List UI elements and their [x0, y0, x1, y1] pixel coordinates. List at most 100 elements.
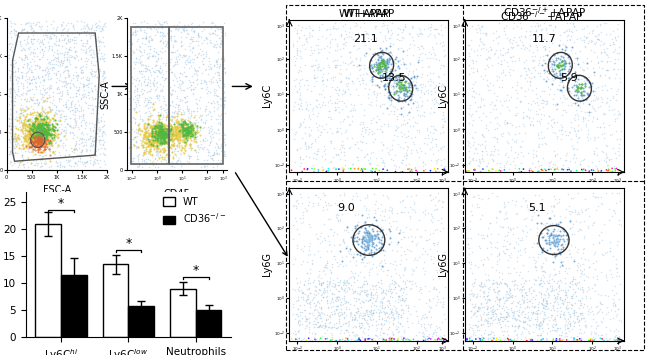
Point: [433, 73, 443, 78]
Point: [520, 311, 530, 317]
Point: [294, 34, 305, 40]
Point: [560, 287, 571, 293]
Point: [601, 158, 611, 164]
Point: [168, 126, 179, 131]
Point: [126, 32, 136, 37]
Point: [43, 126, 53, 132]
Point: [292, 146, 303, 152]
Point: [42, 135, 53, 140]
Point: [30, 138, 40, 144]
Point: [356, 243, 366, 248]
Point: [333, 304, 343, 309]
Point: [29, 91, 39, 97]
Point: [301, 106, 311, 112]
Point: [76, 96, 86, 102]
Point: [508, 313, 518, 318]
Point: [314, 312, 324, 318]
Bar: [129, 306, 154, 337]
Point: [154, 116, 164, 122]
Point: [201, 34, 211, 40]
Point: [348, 338, 359, 343]
Point: [603, 166, 614, 172]
Point: [148, 138, 158, 143]
Point: [398, 289, 408, 295]
Point: [300, 318, 311, 324]
Point: [156, 138, 166, 144]
Point: [552, 305, 562, 311]
Point: [36, 116, 46, 121]
Point: [78, 74, 88, 80]
Point: [304, 301, 315, 307]
Point: [487, 334, 497, 339]
Point: [83, 137, 93, 142]
Point: [28, 157, 38, 163]
Point: [157, 129, 167, 134]
Point: [463, 168, 474, 174]
Point: [331, 298, 341, 304]
Point: [296, 68, 306, 74]
Point: [326, 299, 336, 304]
Point: [299, 116, 309, 122]
Point: [583, 137, 593, 143]
Point: [47, 136, 58, 142]
Point: [313, 64, 324, 70]
Point: [295, 120, 306, 125]
Point: [30, 139, 40, 145]
Point: [493, 147, 504, 153]
Point: [305, 310, 315, 316]
Point: [150, 64, 160, 69]
Point: [152, 125, 162, 130]
Point: [499, 298, 510, 304]
Point: [346, 78, 357, 83]
Point: [188, 79, 198, 84]
Point: [74, 141, 85, 147]
Point: [362, 192, 372, 198]
Point: [558, 84, 568, 90]
Point: [611, 71, 621, 77]
Point: [39, 135, 49, 141]
Point: [552, 292, 563, 297]
Point: [565, 280, 575, 285]
Point: [81, 83, 92, 88]
Point: [504, 226, 515, 232]
Point: [549, 316, 559, 322]
Point: [44, 128, 54, 133]
Point: [378, 61, 389, 66]
Point: [367, 242, 377, 247]
Point: [601, 274, 611, 280]
Point: [40, 126, 51, 132]
Point: [206, 66, 216, 72]
Point: [29, 126, 40, 131]
Point: [46, 146, 56, 151]
Point: [577, 285, 588, 290]
Point: [363, 336, 374, 342]
Point: [514, 313, 525, 318]
Point: [150, 148, 161, 153]
Point: [521, 113, 531, 119]
Point: [411, 226, 422, 232]
Point: [159, 135, 170, 141]
Point: [354, 335, 364, 341]
Point: [464, 140, 474, 146]
Point: [38, 99, 48, 105]
Point: [354, 310, 365, 315]
Point: [166, 49, 176, 54]
Point: [378, 289, 389, 294]
Point: [606, 287, 617, 293]
Point: [483, 316, 493, 321]
Point: [593, 104, 603, 109]
Point: [556, 287, 566, 293]
Point: [493, 315, 503, 321]
Point: [181, 125, 192, 130]
Point: [161, 132, 171, 138]
Point: [615, 198, 625, 203]
Point: [157, 121, 167, 127]
Point: [49, 123, 60, 129]
Point: [367, 169, 377, 174]
Point: [519, 33, 530, 39]
Point: [359, 166, 369, 171]
Point: [390, 307, 400, 313]
Point: [20, 132, 31, 138]
Point: [538, 315, 548, 321]
Point: [153, 135, 164, 141]
